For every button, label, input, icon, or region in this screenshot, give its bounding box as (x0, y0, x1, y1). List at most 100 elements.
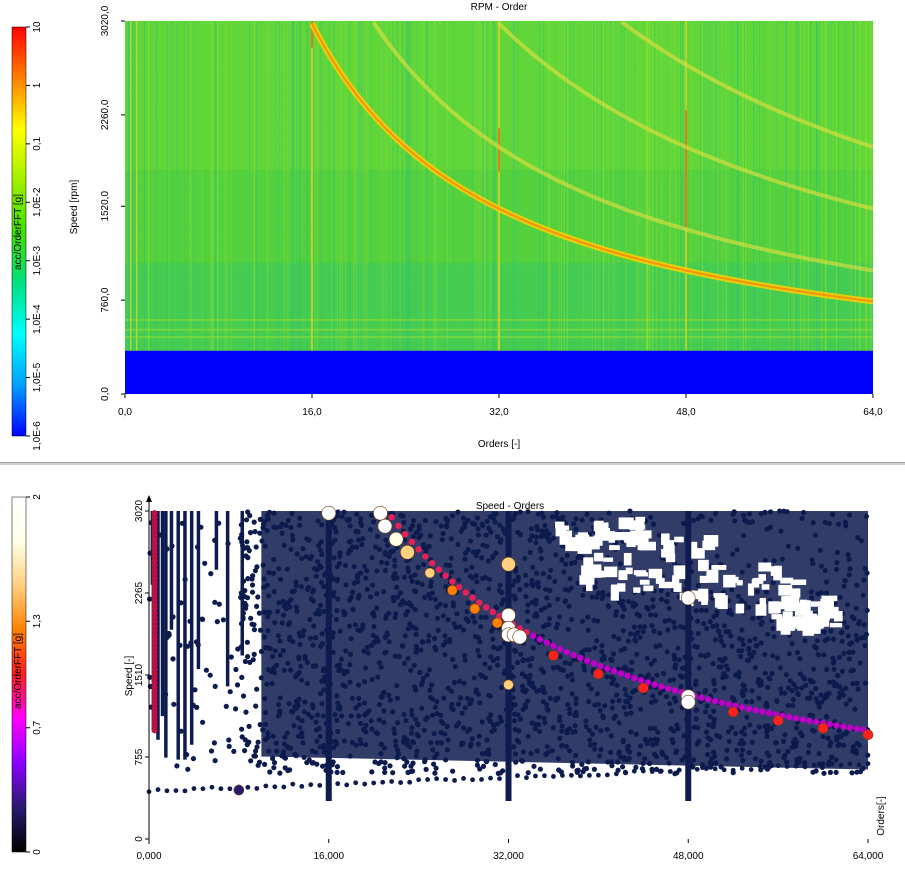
scatter-gap (758, 574, 766, 581)
y-axis-label: Speed [-] (124, 655, 135, 696)
scatter-gap (639, 579, 650, 585)
data-point (249, 589, 256, 595)
x-tick-label: 32,0 (489, 407, 509, 418)
rpm-order-chart[interactable]: 1,0E-6 1,0E-5 1,0E-4 1,0E-3 1,0E-2 0,1 1 10 acc/… (0, 0, 905, 462)
data-point (248, 758, 254, 764)
scatter-gap (608, 531, 616, 543)
x-tick-label: 0,000 (136, 851, 161, 862)
data-point (151, 636, 158, 643)
data-point (151, 662, 158, 669)
data-point (151, 614, 158, 621)
data-point (784, 764, 790, 769)
scatter-gap (618, 517, 634, 530)
data-point (203, 667, 209, 673)
data-point (833, 722, 840, 729)
data-point (617, 670, 625, 677)
scatter-gap (582, 536, 594, 544)
data-point (304, 759, 310, 766)
data-point (531, 763, 537, 769)
scatter-gap (702, 540, 716, 551)
scatter-gap (604, 566, 618, 578)
data-point (151, 718, 158, 725)
colorbar (11, 496, 27, 853)
data-point (254, 564, 260, 570)
data-point (309, 760, 315, 766)
data-point (151, 696, 158, 703)
data-point (253, 748, 259, 754)
speed-orders-panel: 0 0,7 1,3 2 acc/OrderFFT [g] Speed - Orders 0,… (0, 466, 905, 870)
data-point (314, 761, 320, 767)
data-point (151, 670, 158, 677)
scatter-gap (790, 579, 807, 586)
data-point (829, 761, 835, 767)
data-point (209, 784, 215, 790)
data-point (577, 654, 584, 662)
scatter-gap (633, 587, 641, 593)
scatter-gap (770, 566, 782, 576)
data-point (271, 765, 277, 771)
panel-splitter[interactable] (0, 462, 905, 466)
data-point (208, 571, 214, 577)
data-point (450, 768, 456, 774)
data-point (245, 654, 251, 660)
data-point (372, 759, 378, 765)
data-point (694, 766, 700, 772)
highlight-point (400, 544, 415, 560)
data-point (389, 779, 395, 784)
x-tick-label: 16,0 (302, 407, 322, 418)
data-point (739, 765, 745, 771)
scatter-gap (810, 601, 822, 607)
data-point (479, 777, 484, 782)
x-tick-label: 32,000 (493, 851, 524, 862)
data-point (515, 773, 520, 779)
data-point (151, 657, 158, 664)
data-point (752, 707, 759, 714)
data-point (462, 589, 470, 596)
scatter-gap (706, 569, 719, 583)
scatter-gap (658, 581, 675, 589)
data-point (272, 784, 278, 790)
data-point (247, 513, 253, 519)
data-point (151, 710, 158, 717)
highlight-point (512, 629, 528, 645)
highlight-point (680, 590, 696, 606)
scatter-gap (623, 532, 635, 542)
data-point (151, 579, 158, 586)
colorbar-tick-label: 1,0E-6 (32, 421, 43, 451)
scatter-gap (610, 586, 619, 601)
data-point (242, 658, 248, 665)
data-point (671, 687, 678, 694)
speed-orders-chart[interactable]: 0 0,7 1,3 2 acc/OrderFFT [g] Speed - Orders 0,… (0, 466, 905, 870)
data-point (151, 723, 158, 730)
highlight-point (491, 617, 503, 629)
scatter-gap (773, 573, 782, 581)
data-point (245, 555, 251, 561)
data-point (633, 764, 639, 770)
data-point (255, 739, 261, 745)
scatter-gap (643, 585, 654, 592)
data-point (624, 672, 631, 680)
data-point (432, 770, 438, 776)
data-point (271, 760, 278, 766)
data-point (151, 605, 158, 612)
data-point (469, 594, 476, 601)
data-point (560, 773, 565, 778)
data-point (390, 770, 396, 776)
y-axis-arrow (146, 495, 152, 502)
x-tick-label: 48,000 (673, 851, 704, 862)
highlight-point (447, 584, 458, 596)
highlight-point (548, 650, 559, 661)
data-point (849, 770, 855, 776)
data-point (474, 762, 480, 768)
data-point (151, 679, 158, 686)
scatter-gap (673, 582, 682, 592)
data-point (151, 557, 158, 564)
scatter-gap (565, 541, 573, 552)
scatter-gap (778, 602, 788, 610)
data-point (382, 769, 388, 775)
scatter-gap (830, 622, 843, 628)
y-tick-label: 3020,0 (100, 5, 111, 36)
data-point (388, 513, 395, 521)
data-point (270, 755, 276, 761)
data-point (247, 530, 254, 536)
